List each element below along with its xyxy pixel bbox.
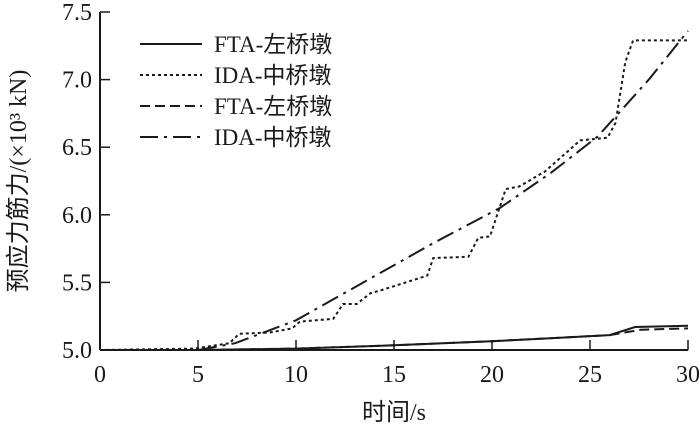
x-tick-label: 30 bbox=[676, 362, 700, 388]
y-tick-label: 6.0 bbox=[62, 203, 92, 229]
legend-label: FTA-左桥墩 bbox=[214, 32, 332, 57]
series-line-dashed bbox=[100, 327, 689, 351]
y-tick-label: 7.0 bbox=[62, 68, 92, 94]
legend: FTA-左桥墩 IDA-中桥墩 FTA-左桥墩 IDA-中桥墩 bbox=[140, 32, 332, 150]
y-tick-label: 5.5 bbox=[62, 270, 92, 296]
series-line-dotted bbox=[99, 39, 688, 351]
x-tick-label: 15 bbox=[382, 362, 406, 388]
legend-label: FTA-左桥墩 bbox=[214, 94, 332, 119]
x-axis-label: 时间/s bbox=[362, 399, 426, 426]
x-tick-label: 5 bbox=[192, 362, 204, 388]
y-tick-label: 5.0 bbox=[62, 338, 92, 364]
y-axis-label: 预应力筋力/(×10³ kN) bbox=[5, 70, 32, 293]
legend-label: IDA-中桥墩 bbox=[214, 63, 332, 88]
legend-label: IDA-中桥墩 bbox=[214, 125, 332, 150]
series-line-dashdot bbox=[100, 30, 689, 351]
x-tick-label: 25 bbox=[578, 362, 602, 388]
series-lines bbox=[99, 30, 689, 351]
x-tick-label: 20 bbox=[480, 362, 504, 388]
y-tick-label: 7.5 bbox=[62, 0, 92, 26]
y-tick-label: 6.5 bbox=[62, 135, 92, 161]
axes: 0 5 10 15 20 25 30 5.0 5.5 6.0 6.5 7.0 7.5 bbox=[62, 0, 700, 388]
x-tick-label: 0 bbox=[94, 362, 106, 388]
x-tick-label: 10 bbox=[284, 362, 308, 388]
